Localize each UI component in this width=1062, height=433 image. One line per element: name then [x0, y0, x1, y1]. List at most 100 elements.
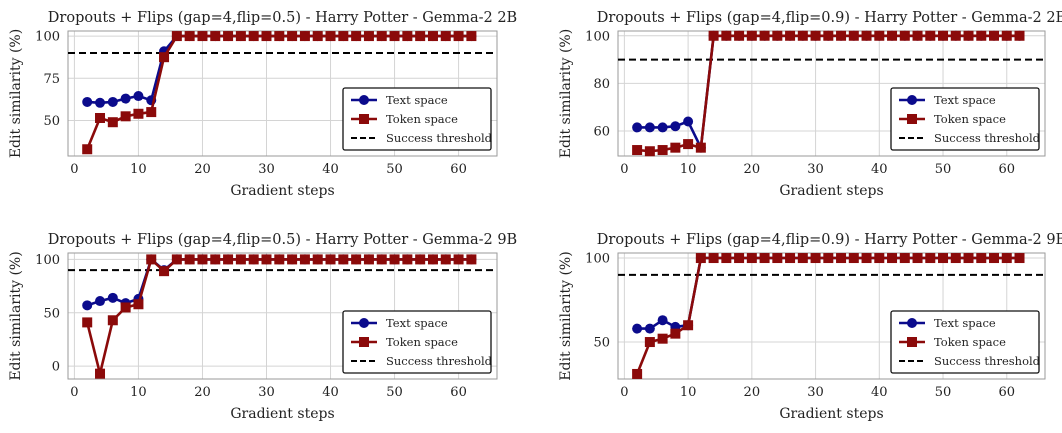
- data-layer: [68, 31, 497, 155]
- token-space-point: [950, 253, 961, 264]
- x-tick-label: 0: [620, 385, 628, 400]
- token-space-point: [644, 337, 655, 348]
- token-space-point: [976, 30, 987, 41]
- y-tick-label: 0: [52, 360, 60, 375]
- x-axis-label: Gradient steps: [779, 406, 883, 422]
- token-space-point: [721, 253, 732, 264]
- legend-text-space-marker: [907, 318, 917, 328]
- token-space-point: [912, 253, 923, 264]
- legend-label: Text space: [386, 316, 448, 330]
- token-space-point: [159, 266, 170, 277]
- token-space-point: [848, 253, 859, 264]
- token-space-point: [440, 31, 451, 42]
- token-space-point: [746, 253, 757, 264]
- token-space-point: [797, 253, 808, 264]
- token-space-point: [695, 142, 706, 153]
- token-space-point: [235, 254, 246, 265]
- legend-label: Token space: [386, 112, 458, 126]
- y-tick-label: 50: [43, 114, 60, 129]
- token-space-point: [632, 145, 643, 156]
- x-tick-label: 30: [258, 162, 275, 177]
- token-space-point: [670, 328, 681, 339]
- token-space-point: [823, 30, 834, 41]
- token-space-point: [683, 139, 694, 150]
- x-tick-label: 30: [258, 385, 275, 400]
- token-space-point: [389, 31, 400, 42]
- legend: Text space Token space Success threshold: [342, 310, 493, 374]
- legend: Text space Token space Success threshold: [890, 87, 1041, 151]
- token-space-point: [657, 333, 668, 344]
- token-space-point: [95, 112, 106, 123]
- token-space-point: [351, 254, 362, 265]
- token-space-point: [287, 254, 298, 265]
- token-space-point: [120, 302, 131, 313]
- token-space-point: [107, 117, 118, 128]
- x-tick-label: 30: [807, 385, 824, 400]
- legend-label: Success threshold: [934, 354, 1041, 368]
- token-space-point: [440, 254, 451, 265]
- token-space-point: [887, 253, 898, 264]
- x-tick-label: 40: [322, 385, 339, 400]
- token-space-point: [874, 30, 885, 41]
- token-space-point: [415, 254, 426, 265]
- token-space-point: [695, 253, 706, 264]
- data-layer: [618, 253, 1045, 379]
- x-tick-label: 60: [998, 385, 1015, 400]
- token-space-point: [670, 142, 681, 153]
- y-tick-label: 50: [43, 306, 60, 321]
- y-axis-label: Edit similarity (%): [558, 29, 574, 158]
- text-space-point: [683, 116, 694, 127]
- chart-panel-1: 0 10 20 30 40 50 60 50 75 100 Dropouts + Flips (ga…: [8, 10, 517, 199]
- token-space-point: [950, 30, 961, 41]
- x-tick-label: 10: [130, 162, 147, 177]
- chart-title: Dropouts + Flips (gap=4,flip=0.5) - Harr…: [48, 232, 517, 248]
- token-space-point: [836, 30, 847, 41]
- token-space-point: [989, 253, 1000, 264]
- token-space-point: [810, 30, 821, 41]
- text-space-point: [120, 93, 131, 104]
- token-space-point: [746, 30, 757, 41]
- y-tick-label: 100: [35, 253, 60, 268]
- x-tick-label: 50: [386, 385, 403, 400]
- token-space-point: [938, 253, 949, 264]
- x-axis-label: Gradient steps: [230, 183, 334, 199]
- token-space-point: [133, 108, 144, 119]
- legend-text-space-marker: [907, 95, 917, 105]
- token-space-point: [120, 111, 131, 122]
- legend-box: [342, 310, 492, 374]
- token-space-point: [427, 31, 438, 42]
- token-space-point: [989, 30, 1000, 41]
- legend-box: [342, 87, 492, 151]
- x-tick-label: 10: [680, 162, 697, 177]
- token-space-point: [312, 31, 323, 42]
- x-axis-label: Gradient steps: [779, 183, 883, 199]
- token-space-point: [427, 254, 438, 265]
- token-space-point: [274, 254, 285, 265]
- token-space-point: [453, 254, 464, 265]
- legend-label: Text space: [386, 93, 448, 107]
- token-space-point: [683, 320, 694, 331]
- token-space-point: [95, 368, 106, 379]
- legend-label: Success threshold: [386, 131, 493, 145]
- data-layer: [618, 30, 1045, 157]
- text-space-point: [82, 300, 93, 311]
- x-tick-label: 60: [450, 385, 467, 400]
- token-space-point: [759, 30, 770, 41]
- x-tick-label: 20: [194, 162, 211, 177]
- text-space-point: [133, 91, 144, 102]
- y-tick-label: 80: [593, 77, 610, 92]
- token-space-point: [708, 30, 719, 41]
- chart-panel-4: 0 10 20 30 40 50 60 50 100 Dropouts + Flips (gap=…: [558, 232, 1062, 422]
- token-space-point: [887, 30, 898, 41]
- token-space-point: [861, 253, 872, 264]
- token-space-point: [184, 31, 195, 42]
- text-space-point: [95, 97, 106, 108]
- legend-label: Token space: [934, 112, 1006, 126]
- legend-token-space-marker: [907, 114, 917, 124]
- text-space-point: [95, 296, 106, 307]
- token-space-point: [632, 368, 643, 379]
- token-space-point: [363, 254, 374, 265]
- token-space-point: [874, 253, 885, 264]
- token-space-point: [644, 146, 655, 157]
